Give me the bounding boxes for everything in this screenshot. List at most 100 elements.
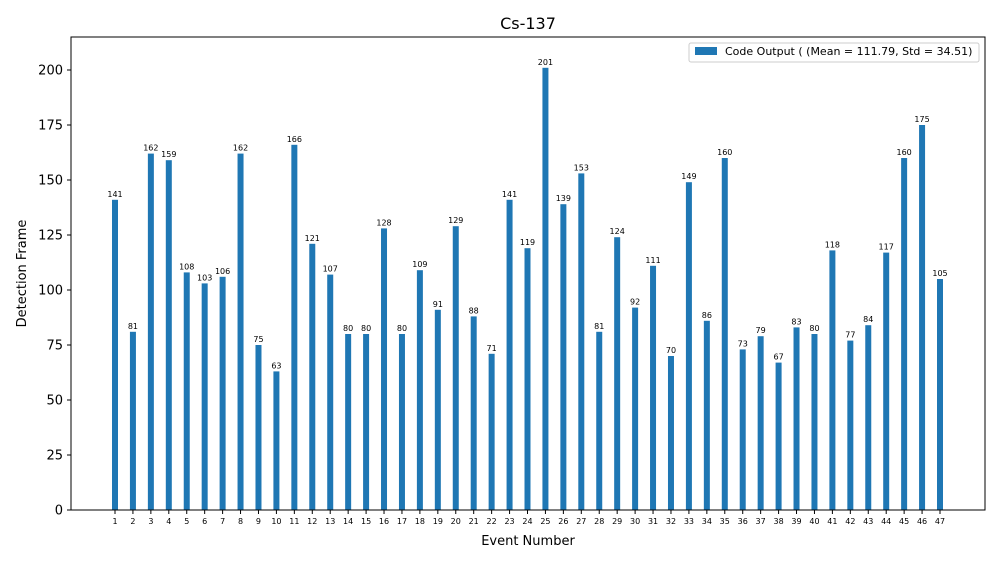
y-tick-label: 200: [38, 64, 63, 79]
x-tick-label: 46: [917, 517, 927, 526]
bar-value-label: 91: [433, 300, 443, 309]
x-tick-label: 11: [289, 517, 299, 526]
y-tick-label: 75: [46, 339, 63, 354]
x-tick-label: 37: [756, 517, 766, 526]
plot-frame: [70, 36, 986, 511]
bar-event-12: [309, 243, 316, 511]
legend: Code Output ( (Mean = 111.79, Std = 34.5…: [688, 42, 980, 63]
bar-value-label: 201: [538, 58, 553, 67]
bar-event-22: [488, 353, 495, 510]
bar-event-25: [542, 67, 549, 511]
x-tick-label: 8: [238, 517, 243, 526]
bar-value-label: 108: [179, 262, 194, 271]
x-tick-label: 30: [630, 517, 640, 526]
bar-event-46: [919, 125, 926, 510]
bar-value-label: 124: [610, 227, 625, 236]
bar-event-36: [739, 349, 746, 510]
bar-value-label: 105: [932, 269, 947, 278]
bar-event-34: [703, 320, 710, 510]
x-tick-label: 28: [594, 517, 604, 526]
x-tick-label: 36: [738, 517, 748, 526]
bar-event-41: [829, 250, 836, 510]
bar-event-16: [381, 228, 388, 510]
x-tick-label: 15: [361, 517, 371, 526]
bar-event-3: [147, 153, 154, 510]
bar-value-label: 141: [107, 190, 122, 199]
x-tick-label: 44: [881, 517, 891, 526]
x-tick-label: 18: [415, 517, 425, 526]
x-tick-label: 9: [256, 517, 261, 526]
bar-value-label: 118: [825, 240, 840, 249]
x-tick-label: 5: [184, 517, 189, 526]
bar-event-8: [237, 153, 244, 510]
bar-value-label: 162: [143, 144, 158, 153]
bar-event-1: [112, 199, 118, 511]
bar-event-45: [901, 158, 908, 510]
bar-value-label: 83: [791, 317, 801, 326]
bar-value-label: 75: [253, 335, 263, 344]
x-tick-label: 13: [325, 517, 335, 526]
x-tick-label: 43: [863, 517, 873, 526]
bar-value-label: 107: [323, 265, 338, 274]
bar-value-label: 67: [773, 353, 783, 362]
bar-value-label: 80: [343, 324, 353, 333]
bar-value-label: 121: [305, 234, 320, 243]
bar-event-47: [937, 279, 943, 510]
bar-value-label: 119: [520, 238, 535, 247]
bar-value-label: 70: [666, 346, 676, 355]
x-tick-label: 19: [433, 517, 443, 526]
bars-group: [112, 67, 943, 511]
x-tick-label: 24: [522, 517, 532, 526]
legend-entry: Code Output ( (Mean = 111.79, Std = 34.5…: [725, 45, 972, 58]
x-tick-label: 23: [504, 517, 514, 526]
bar-value-label: 77: [845, 331, 855, 340]
bar-event-29: [614, 237, 621, 510]
bar-value-label: 141: [502, 190, 517, 199]
x-tick-label: 22: [487, 517, 497, 526]
x-tick-label: 17: [397, 517, 407, 526]
bar-event-2: [129, 331, 136, 510]
bar-value-label: 80: [809, 324, 819, 333]
bar-value-label: 109: [412, 260, 427, 269]
x-tick-label: 47: [935, 517, 945, 526]
bar-event-31: [650, 265, 657, 510]
bar-event-42: [847, 340, 854, 510]
x-tick-label: 21: [469, 517, 479, 526]
bar-value-label: 71: [487, 344, 497, 353]
x-tick-label: 29: [612, 517, 622, 526]
bar-value-label: 88: [469, 306, 479, 315]
bar-value-label: 73: [738, 339, 748, 348]
bar-event-6: [201, 283, 208, 510]
bar-event-32: [667, 356, 674, 510]
x-tick-label: 1: [112, 517, 117, 526]
bar-event-17: [398, 334, 405, 510]
bar-value-label: 63: [271, 361, 281, 370]
bar-event-15: [363, 334, 370, 510]
bar-event-27: [578, 173, 585, 510]
bar-event-4: [165, 160, 172, 510]
x-tick-label: 26: [558, 517, 568, 526]
bar-value-label: 117: [879, 243, 894, 252]
bar-event-28: [596, 331, 603, 510]
x-tick-label: 6: [202, 517, 207, 526]
x-tick-label: 27: [576, 517, 586, 526]
bar-event-35: [721, 158, 728, 510]
bar-event-26: [560, 204, 567, 510]
bar-value-label: 153: [574, 163, 589, 172]
bar-value-label: 175: [914, 115, 929, 124]
bar-value-label: 159: [161, 150, 176, 159]
bar-value-label: 166: [287, 135, 302, 144]
bar-value-label: 81: [128, 322, 138, 331]
bar-event-18: [416, 270, 423, 510]
x-tick-label: 38: [773, 517, 783, 526]
bar-event-5: [183, 272, 190, 510]
chart-title: Cs-137: [500, 14, 556, 33]
x-tick-label: 34: [702, 517, 712, 526]
x-tick-label: 4: [166, 517, 171, 526]
bar-value-label: 80: [361, 324, 371, 333]
bar-event-40: [811, 334, 818, 510]
x-tick-label: 14: [343, 517, 353, 526]
x-tick-label: 16: [379, 517, 389, 526]
